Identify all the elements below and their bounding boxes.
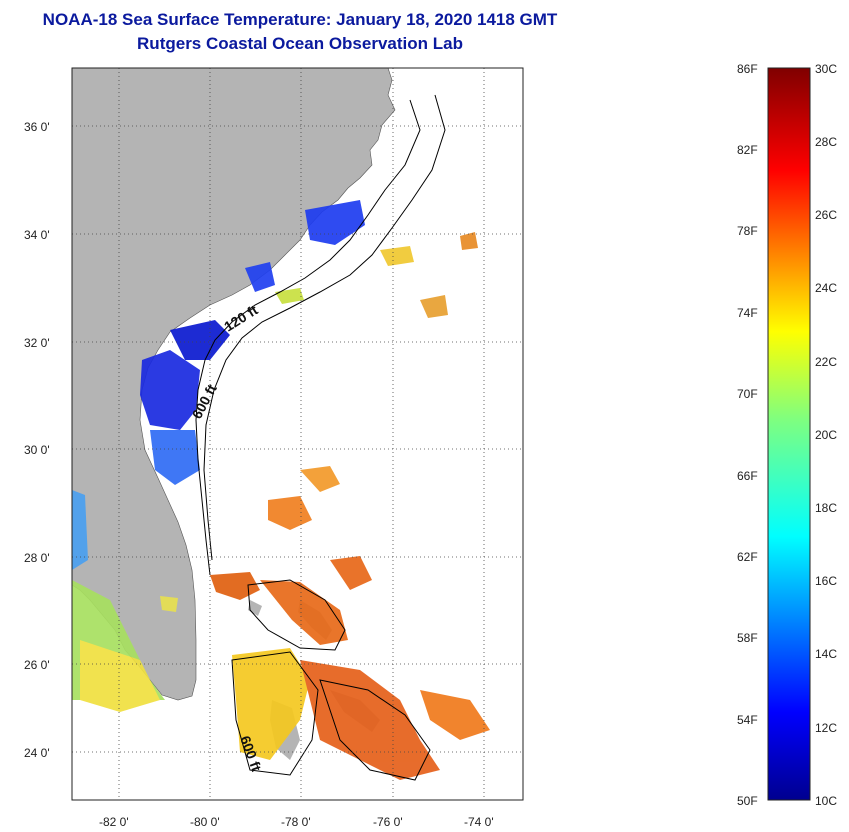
lat-tick-label: 32 0' bbox=[24, 336, 50, 350]
colorbar-celsius-label: 16C bbox=[815, 574, 837, 588]
colorbar-fahrenheit-label: 50F bbox=[737, 794, 758, 808]
lon-tick-label: -78 0' bbox=[281, 815, 311, 829]
lon-tick-label: -80 0' bbox=[190, 815, 220, 829]
map-title: NOAA-18 Sea Surface Temperature: January… bbox=[42, 10, 558, 29]
colorbar-gradient bbox=[767, 67, 811, 801]
colorbar-celsius-label: 22C bbox=[815, 355, 837, 369]
depth-contour-600ft bbox=[203, 94, 446, 561]
colorbar-celsius-label: 12C bbox=[815, 721, 837, 735]
colorbar-fahrenheit-label: 86F bbox=[737, 62, 758, 76]
colorbar-celsius-label: 30C bbox=[815, 62, 837, 76]
colorbar-celsius-label: 14C bbox=[815, 647, 837, 661]
lat-tick-label: 36 0' bbox=[24, 120, 50, 134]
lat-tick-label: 28 0' bbox=[24, 551, 50, 565]
colorbar-fahrenheit-label: 58F bbox=[737, 631, 758, 645]
map-area bbox=[72, 68, 523, 800]
map-frame bbox=[71, 67, 524, 801]
colorbar-celsius-label: 18C bbox=[815, 501, 837, 515]
bahamas-bank-contour bbox=[231, 651, 319, 776]
colorbar: 86F 82F 78F 74F 70F 66F 62F 58F 54F 50F … bbox=[737, 62, 837, 808]
sst-coverage bbox=[72, 200, 490, 780]
colorbar-fahrenheit-label: 66F bbox=[737, 469, 758, 483]
colorbar-fahrenheit-label: 70F bbox=[737, 387, 758, 401]
colorbar-fahrenheit-label: 74F bbox=[737, 306, 758, 320]
colorbar-celsius-label: 28C bbox=[815, 135, 837, 149]
lat-tick-label: 34 0' bbox=[24, 228, 50, 242]
colorbar-celsius-label: 24C bbox=[815, 281, 837, 295]
colorbar-fahrenheit-label: 78F bbox=[737, 224, 758, 238]
lon-tick-label: -74 0' bbox=[464, 815, 494, 829]
colorbar-celsius-label: 20C bbox=[815, 428, 837, 442]
bahamas-bank-contour bbox=[319, 679, 431, 781]
lat-tick-label: 30 0' bbox=[24, 443, 50, 457]
colorbar-celsius-label: 26C bbox=[815, 208, 837, 222]
colorbar-fahrenheit-label: 62F bbox=[737, 550, 758, 564]
colorbar-fahrenheit-label: 82F bbox=[737, 143, 758, 157]
bahamas-bank-contour bbox=[247, 579, 346, 651]
colorbar-fahrenheit-label: 54F bbox=[737, 713, 758, 727]
lat-tick-label: 26 0' bbox=[24, 658, 50, 672]
depth-contour-120ft bbox=[195, 99, 421, 576]
lon-tick-label: -76 0' bbox=[373, 815, 403, 829]
map-subtitle: Rutgers Coastal Ocean Observation Lab bbox=[137, 34, 463, 53]
lat-tick-label: 24 0' bbox=[24, 746, 50, 760]
colorbar-celsius-label: 10C bbox=[815, 794, 837, 808]
lon-tick-label: -82 0' bbox=[99, 815, 129, 829]
